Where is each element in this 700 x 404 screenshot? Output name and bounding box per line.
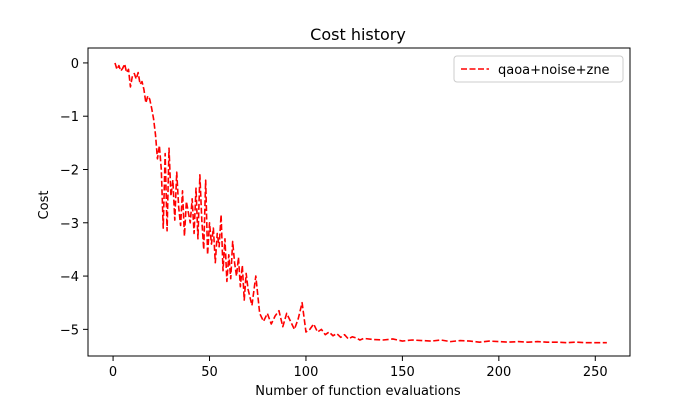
y-tick-label: −2	[60, 163, 79, 178]
y-tick-label: 0	[71, 57, 79, 72]
x-tick-label: 200	[486, 365, 511, 380]
x-axis-label: Number of function evaluations	[255, 384, 461, 399]
y-tick-label: −5	[60, 323, 79, 338]
plot-frame	[87, 47, 631, 357]
legend: qaoa+noise+zne	[453, 55, 624, 83]
chart-title: Cost history	[310, 25, 406, 44]
x-tick-label: 100	[294, 365, 319, 380]
y-tick-label: −1	[60, 110, 79, 125]
legend-label: qaoa+noise+zne	[498, 63, 610, 78]
series-line-qaoa-noise-zne	[114, 62, 607, 344]
x-tick-label: 0	[109, 365, 117, 380]
x-tick-label: 250	[583, 365, 608, 380]
x-tick-label: 150	[390, 365, 415, 380]
series-layer	[114, 62, 607, 344]
y-axis-label: Cost	[37, 191, 52, 220]
y-tick-label: −4	[60, 270, 79, 285]
y-tick-label: −3	[60, 217, 79, 232]
legend-box	[453, 55, 624, 83]
x-tick-label: 50	[201, 365, 218, 380]
ticks-layer: 0 50 100 150 200 250 0 −1 −2 −3 −4 −5	[60, 57, 608, 380]
